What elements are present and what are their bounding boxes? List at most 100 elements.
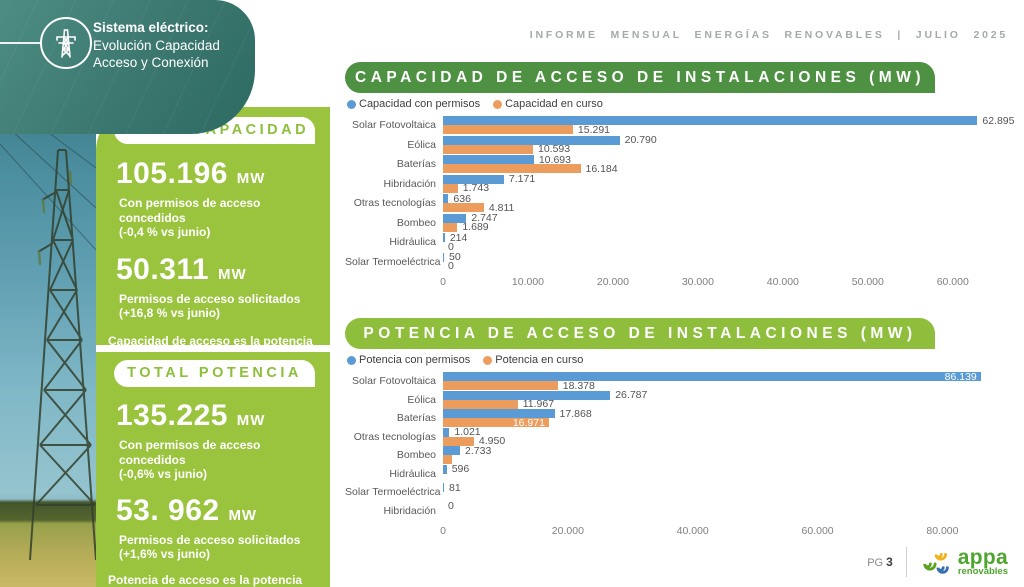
stat-block: 50.311 MW Permisos de acceso solicitados…	[96, 254, 330, 321]
header-title: Sistema eléctrico: Evolución Capacidad A…	[93, 19, 220, 72]
bar-value-label: 16.184	[585, 162, 618, 175]
report-kicker: INFORME MENSUAL ENERGÍAS RENOVABLES | JU…	[529, 29, 1008, 41]
header-title-line1: Sistema eléctrico:	[93, 20, 209, 35]
bar-value-label: 26.787	[615, 389, 648, 401]
x-axis-tick: 0	[440, 275, 446, 288]
bar	[443, 194, 449, 203]
bar-value-label: 214	[449, 231, 468, 244]
chart-row: Otras tecnologías 1.021 4.950	[345, 426, 1008, 447]
header-title-line2: Evolución Capacidad	[93, 37, 220, 53]
bar	[443, 483, 444, 492]
total-potencia-card: TOTAL POTENCIA 135.225 MW Con permisos d…	[96, 352, 330, 587]
x-axis-tick: 50.000	[851, 275, 884, 288]
chart-row: Baterías 10.693 16.184	[345, 153, 1008, 175]
bar-value-label: 7.171	[508, 173, 536, 185]
pylon-photo-drawing	[0, 95, 96, 561]
category-label: Solar Fotovoltaica	[351, 119, 436, 131]
total-capacidad-card: TOTAL CAPACIDAD 105.196 MW Con permisos …	[96, 107, 330, 378]
chart-row: Hibridación 0	[345, 500, 1008, 520]
bar	[443, 125, 573, 134]
footer-divider	[905, 547, 907, 577]
stat-number: 53. 962	[116, 493, 220, 527]
bar-value-label: 62.895	[982, 114, 1015, 127]
header-card: Sistema eléctrico: Evolución Capacidad A…	[0, 0, 255, 134]
bar-value-label: 596	[451, 463, 470, 475]
bar	[443, 390, 611, 400]
bar	[443, 233, 445, 242]
x-axis-tick: 0	[440, 524, 446, 537]
stat-number: 50.311	[116, 252, 210, 286]
header-title-line3: Acceso y Conexión	[93, 55, 209, 70]
bar	[443, 183, 458, 193]
category-label: Otras tecnologías	[353, 430, 436, 443]
chart-plot: Solar Fotovoltaica 62.895 15.291 Eólica 20.7…	[345, 115, 1015, 271]
legend-item: Potencia con permisos	[347, 354, 470, 366]
bar	[443, 427, 450, 437]
legend-label: Potencia en curso	[495, 354, 584, 366]
stat-number: 135.225	[116, 399, 228, 432]
bar	[443, 464, 447, 474]
stat-unit: MW	[228, 506, 258, 524]
stat-unit: MW	[236, 170, 266, 187]
bar-value-label: 1.689	[462, 221, 489, 233]
bar-value-label: 86.139	[944, 370, 977, 383]
bar	[443, 252, 444, 262]
bar	[443, 155, 534, 164]
category-label: Solar Termoeléctrica	[345, 255, 441, 268]
triskelion-icon	[923, 553, 949, 574]
bar-value-label: 2.747	[471, 212, 498, 224]
bar	[443, 436, 474, 446]
chart-row: Solar Fotovoltaica 62.895 15.291	[345, 115, 1015, 136]
bar-value-label: 1.021	[454, 426, 481, 438]
x-axis-tick: 30.000	[681, 275, 714, 288]
legend-label: Potencia con permisos	[359, 354, 471, 366]
x-axis-tick: 60.000	[801, 524, 834, 537]
stat-block: 53. 962 MW Permisos de acceso solicitado…	[96, 495, 330, 562]
bar-value-label: 16.971	[512, 416, 545, 429]
stat-value: 53. 962 MW	[116, 495, 330, 531]
bar-value-label: 1.743	[462, 182, 490, 194]
bar-value-label: 15.291	[577, 123, 611, 136]
legend-label: Capacidad con permisos	[359, 98, 481, 110]
category-label: Eólica	[407, 393, 436, 406]
potencia-acceso-chart: POTENCIA DE ACCESO DE INSTALACIONES (MW)…	[345, 318, 1008, 539]
bar	[443, 222, 458, 232]
chart-row: Eólica 20.790 10.593	[345, 135, 1008, 155]
x-axis-tick: 40.000	[766, 275, 799, 288]
capacidad-acceso-chart: CAPACIDAD DE ACCESO DE INSTALACIONES (MW…	[345, 62, 1015, 290]
bar	[443, 418, 549, 427]
stat-caption: Con permisos de acceso concedidos (-0,6%…	[119, 438, 261, 481]
category-label: Baterías	[396, 158, 436, 170]
bar	[443, 164, 581, 173]
chart-row: Eólica 26.787 11.967	[345, 389, 1008, 410]
bar-value-label: 0	[448, 500, 454, 512]
bar-value-label: 18.378	[562, 379, 595, 392]
chart-title: POTENCIA DE ACCESO DE INSTALACIONES (MW)	[345, 318, 935, 349]
category-label: Hibridación	[383, 504, 436, 517]
chart-legend: Potencia con permisos Potencia en curso	[347, 354, 1008, 366]
bar	[443, 135, 620, 145]
bar-value-label: 17.868	[559, 407, 592, 420]
stat-caption: Permisos de acceso solicitados (+1,6% vs…	[119, 532, 301, 562]
bar	[443, 399, 518, 409]
chart-plot: Solar Fotovoltaica 86.139 18.378 Eólica 26.7…	[345, 370, 1008, 520]
chart-row: Hibridación 7.171 1.743	[345, 173, 1008, 194]
category-label: Baterías	[396, 412, 436, 424]
stat-number: 105.196	[116, 157, 228, 190]
card-note: Potencia de acceso es la potencia activa…	[108, 572, 303, 587]
bar	[443, 455, 453, 464]
x-axis-tick: 80.000	[926, 524, 959, 537]
category-label: Hibridación	[383, 177, 436, 190]
legend-dot-icon	[347, 355, 356, 365]
bar	[443, 203, 484, 212]
appa-logo: appa renovables	[920, 545, 1008, 579]
bar-value-label: 50	[449, 251, 461, 263]
bar-value-label: 4.950	[478, 435, 506, 447]
bar-value-label: 10.693	[538, 153, 571, 166]
bar	[443, 213, 467, 223]
chart-row: Bombeo 2.747 1.689	[345, 212, 1008, 233]
x-axis-tick: 60.000	[936, 275, 969, 288]
chart-row: Hidráulica 596	[345, 463, 1008, 483]
stat-value: 135.225 MW	[116, 400, 330, 436]
